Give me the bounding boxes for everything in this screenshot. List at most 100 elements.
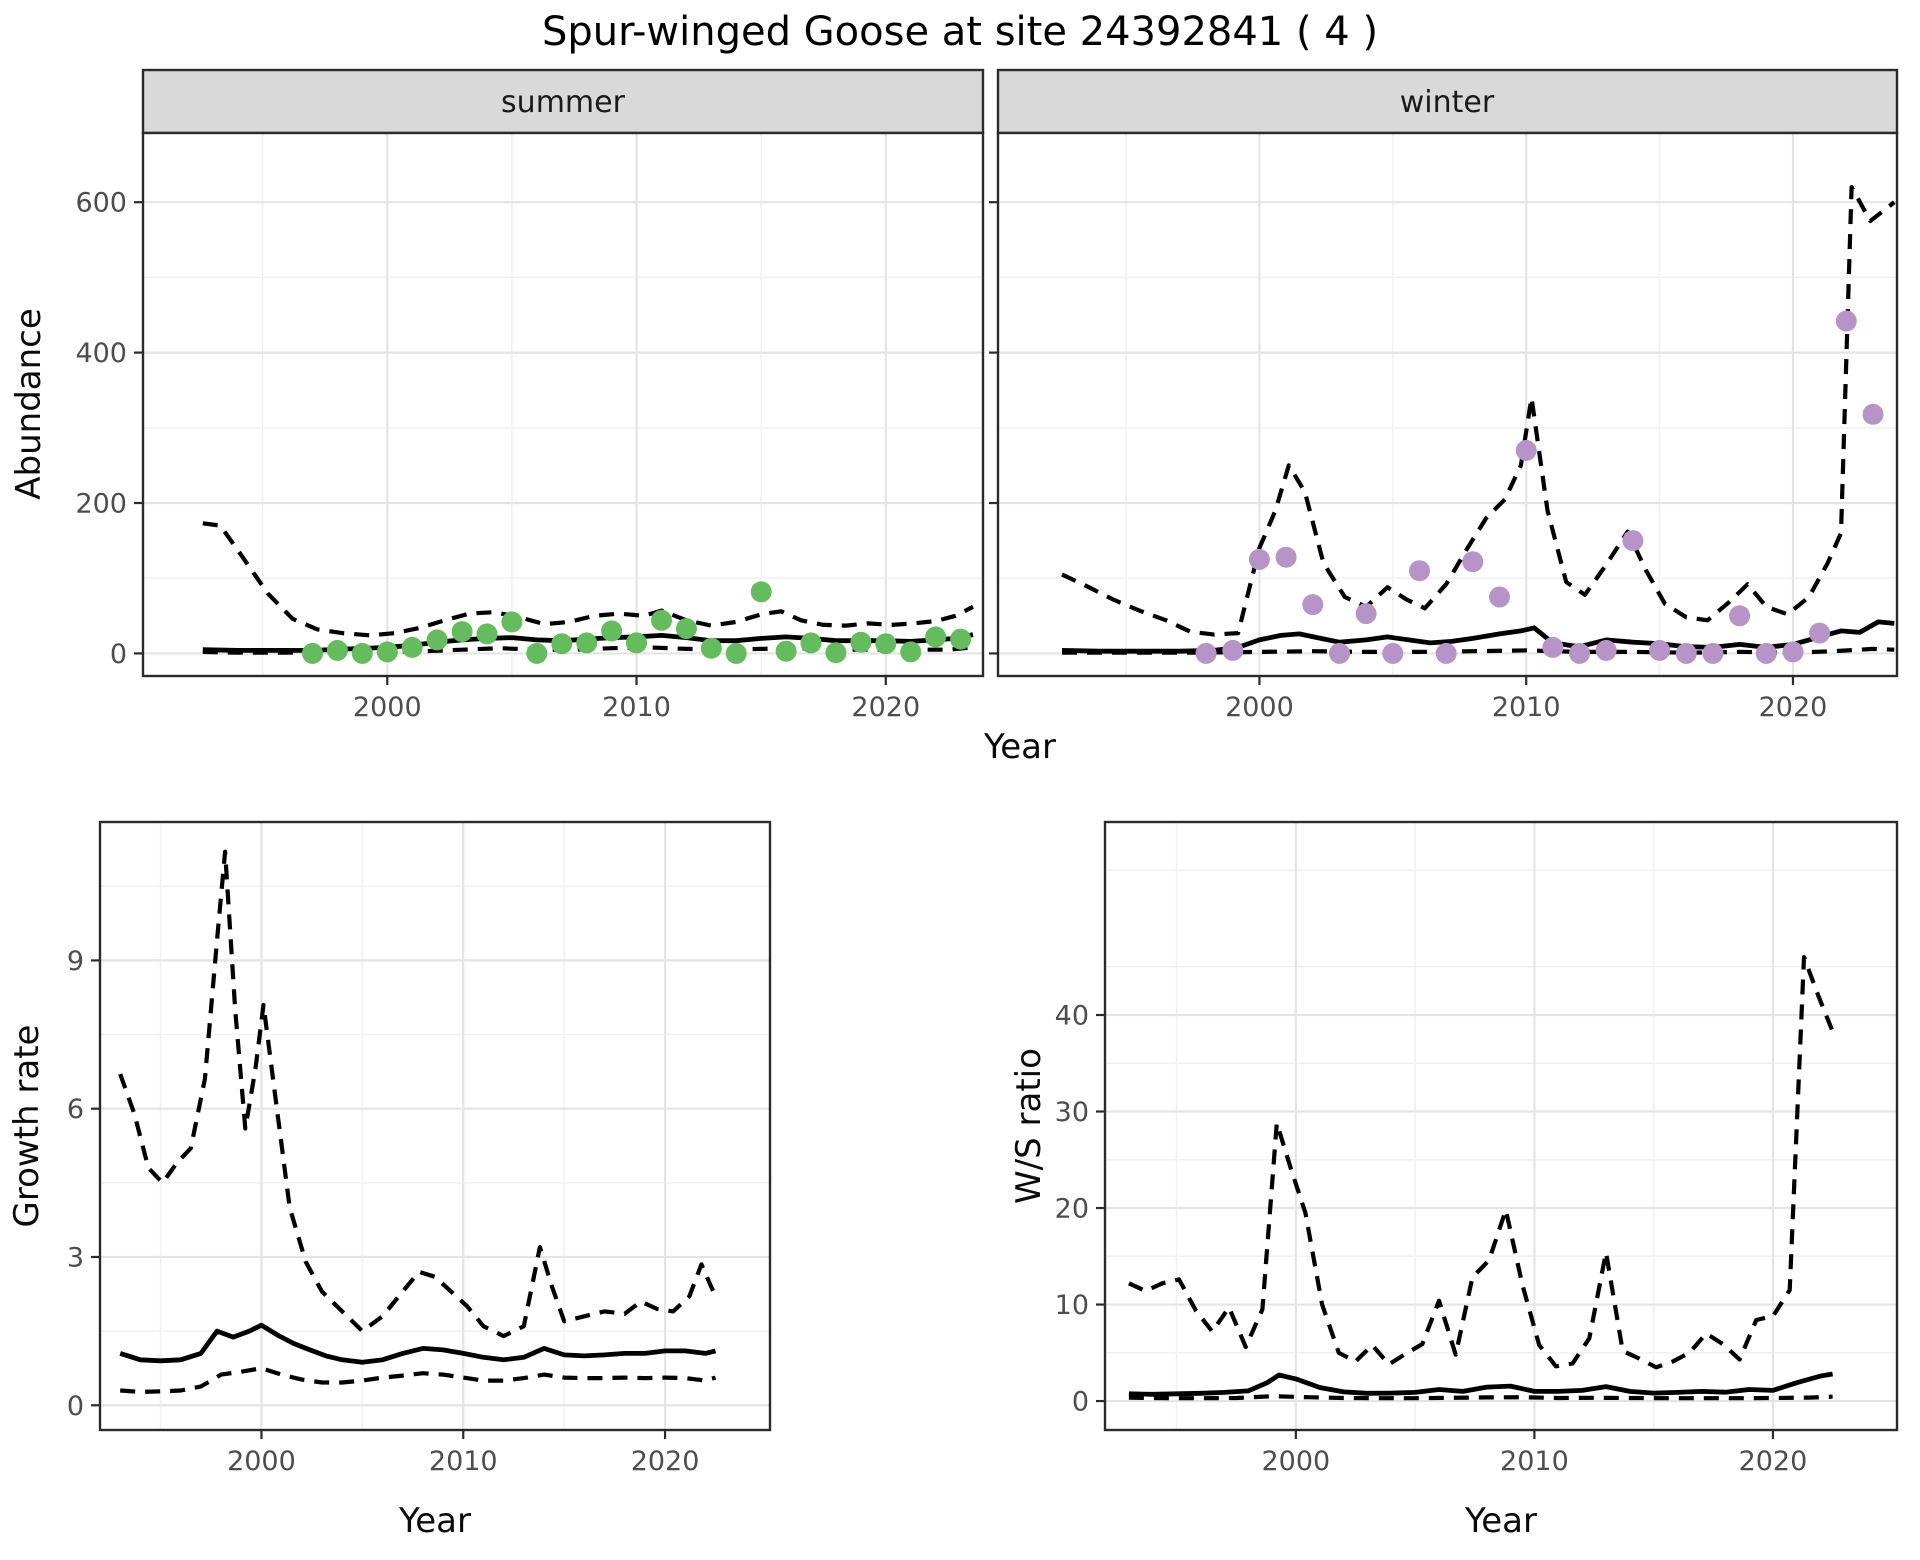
series-line-median [1061,619,1895,654]
strip-label-summer: summer [501,85,626,120]
x-tick-label: 2020 [1739,1446,1808,1477]
observation-point-winter-counts [1569,642,1590,664]
strip-rect-summer [141,68,985,135]
observation-point-summer-counts [875,633,897,655]
x-tick-label: 2000 [1225,692,1294,723]
strip-rect-winter [996,68,1899,135]
observation-point-summer-counts [700,637,722,659]
x-tick-label: 2020 [631,1446,700,1477]
observation-point-winter-counts [1302,594,1324,616]
facet-strip-summer: summer [141,68,985,135]
observation-point-winter-counts [1622,530,1644,552]
observation-point-summer-counts [775,640,797,662]
observation-point-summer-counts [825,642,847,664]
observation-point-summer-counts [950,628,972,650]
series-line-lower-credible [1128,1394,1833,1401]
observation-point-winter-counts [1222,639,1244,661]
observation-point-winter-counts [1462,551,1484,573]
series-line-upper-credible [118,849,718,1339]
observation-point-winter-counts [1329,642,1350,664]
observation-point-summer-counts [675,618,697,640]
observation-point-summer-counts [900,641,922,663]
x-axis-title-year-top: Year [983,727,1056,767]
y-tick-label: 0 [67,1391,84,1422]
observation-point-summer-counts [576,632,598,654]
panel-border [996,131,1899,678]
observation-point-winter-counts [1515,439,1537,461]
observation-point-summer-counts [351,642,373,664]
observation-point-winter-counts [1862,403,1884,425]
observation-point-winter-counts [1595,639,1617,661]
y-tick-label: 3 [67,1242,84,1273]
strip-label-winter: winter [1400,85,1495,120]
observation-point-summer-counts [501,611,523,633]
observation-point-summer-counts [476,623,498,645]
observation-point-winter-counts [1755,642,1777,664]
y-axis-title-growth-rate: Growth rate [7,1025,47,1228]
observation-point-summer-counts [626,632,647,654]
series-group [118,849,718,1395]
panel-growth-rate: 2000 2010 2020 0 3 6 9 [67,820,772,1477]
series-line-median [119,1322,717,1365]
panel-border [1103,820,1899,1432]
observation-point-summer-counts [925,626,947,648]
y-tick-label: 600 [75,188,127,219]
observation-point-winter-counts [1275,546,1297,568]
x-tick-label: 2000 [1261,1446,1330,1477]
observation-point-winter-counts [1195,642,1217,664]
observation-point-winter-counts [1542,636,1564,658]
observation-point-summer-counts [601,620,623,642]
observation-point-winter-counts [1729,605,1751,627]
y-tick-label: 6 [67,1094,84,1125]
observation-point-winter-counts [1649,639,1671,661]
y-tick-label: 10 [1055,1290,1089,1321]
panel-background [143,133,983,676]
panel-background [1105,822,1897,1430]
y-axis-title-ws-ratio: W/S ratio [1009,1048,1049,1204]
series-line-lower-credible [120,1366,717,1395]
observation-point-summer-counts [651,609,672,631]
observation-point-winter-counts [1435,642,1457,664]
observation-point-summer-counts [725,642,747,664]
x-axis-title-year-growth: Year [398,1501,471,1541]
x-tick-label: 2010 [1492,692,1561,723]
y-axis-title-abundance: Abundance [9,308,49,500]
x-tick-label: 2020 [1759,692,1828,723]
series-line-upper-credible [1128,954,1835,1370]
observation-point-summer-counts [426,629,448,651]
x-axis-title-year-ratio: Year [1464,1501,1537,1541]
panel-background [998,133,1897,676]
y-tick-label: 0 [1072,1387,1089,1418]
series-line-upper-credible [1061,185,1896,637]
observation-point-summer-counts [750,581,772,603]
figure-title: Spur-winged Goose at site 24392841 ( 4 ) [542,9,1378,55]
x-tick-label: 2010 [1500,1446,1569,1477]
observation-point-winter-counts [1675,642,1697,664]
observation-point-winter-counts [1355,603,1377,625]
x-tick-label: 2010 [602,692,671,723]
x-tick-label: 2020 [851,692,920,723]
observation-point-summer-counts [376,641,398,663]
y-tick-label: 20 [1055,1194,1089,1225]
y-tick-label: 400 [75,338,127,369]
observation-point-summer-counts [326,639,348,661]
panel-border [141,131,985,678]
panel-border [98,820,772,1432]
series-group [1061,185,1896,664]
series-group [1128,954,1835,1401]
observation-point-winter-counts [1809,622,1831,644]
series-line-median [1128,1371,1833,1397]
y-tick-label: 9 [67,946,84,977]
observation-point-summer-counts [451,621,473,643]
series-line-upper-credible [202,521,974,638]
observation-point-winter-counts [1248,548,1270,570]
y-tick-label: 200 [75,489,127,520]
observation-point-winter-counts [1702,642,1724,664]
observation-point-summer-counts [401,636,423,658]
y-tick-label: 40 [1055,1001,1089,1032]
observation-point-summer-counts [850,631,872,653]
observation-point-summer-counts [526,642,548,664]
x-tick-label: 2000 [227,1446,296,1477]
